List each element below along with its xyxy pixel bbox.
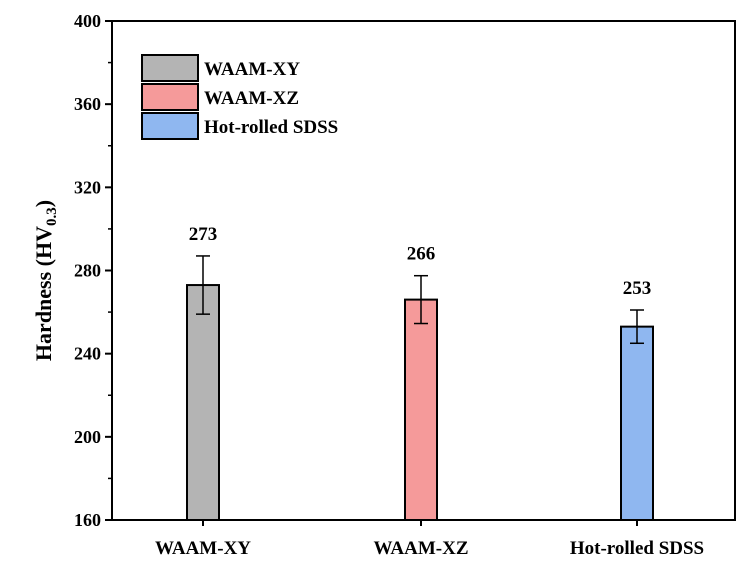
data-label: 253	[623, 278, 652, 299]
legend-swatch	[141, 83, 199, 111]
legend-label: Hot-rolled SDSS	[204, 117, 338, 138]
legend-label: WAAM-XY	[204, 59, 300, 80]
legend-swatch	[141, 112, 199, 140]
y-axis-ticks: 160 200 240 280 320 360 400	[74, 11, 112, 530]
legend-swatch	[141, 54, 199, 82]
y-axis-title-main: Hardness (HV	[31, 226, 56, 361]
bar	[404, 298, 438, 521]
bar	[186, 284, 220, 521]
x-axis-labels: WAAM-XY WAAM-XZ Hot-rolled SDSS	[155, 520, 704, 559]
y-tick-label: 160	[74, 510, 101, 530]
y-axis-title-subscript: 0.3	[44, 207, 60, 226]
data-label: 266	[407, 244, 436, 265]
error-bars	[196, 255, 644, 345]
y-tick-label: 400	[74, 11, 101, 31]
y-axis-title-close: )	[31, 200, 56, 207]
x-category-label: WAAM-XZ	[374, 538, 469, 559]
legend-label: WAAM-XZ	[204, 88, 299, 109]
y-axis-title: Hardness (HV0.3)	[31, 200, 60, 361]
data-label: 273	[189, 224, 218, 245]
bar	[620, 325, 654, 522]
data-labels: 273 266 253	[189, 224, 652, 299]
y-tick-label: 240	[74, 344, 101, 364]
legend: WAAM-XY WAAM-XZ Hot-rolled SDSS	[141, 54, 338, 140]
bars	[186, 284, 654, 522]
x-category-label: Hot-rolled SDSS	[570, 538, 704, 559]
y-tick-label: 280	[74, 261, 101, 281]
y-tick-label: 200	[74, 427, 101, 447]
y-tick-label: 320	[74, 177, 101, 197]
plot-frame	[111, 20, 736, 521]
x-category-label: WAAM-XY	[155, 538, 251, 559]
y-tick-label: 360	[74, 94, 101, 114]
